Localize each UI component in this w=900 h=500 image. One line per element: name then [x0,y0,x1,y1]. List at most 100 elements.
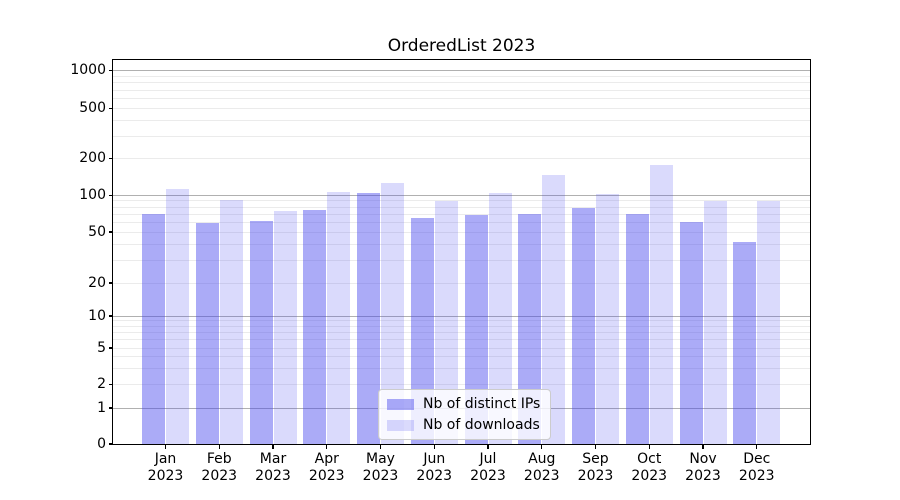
gridline-200 [113,157,810,159]
gridline-700 [113,89,810,91]
legend-swatch-distinct-ips [387,398,414,410]
gridline-300 [113,135,810,137]
gridline-60 [113,221,810,223]
x-tick-mark-jun [433,445,435,449]
bar-aug-downloads [542,175,566,444]
bar-jul-distinct-ips [464,214,488,444]
x-tick-label-jan: Jan 2023 [147,451,184,484]
gridline-70 [113,213,810,215]
gridline-40 [113,243,810,245]
bar-sep-downloads [596,194,619,444]
y-tick-label-2: 2 [97,376,106,392]
gridline-900 [113,75,810,77]
bar-dec-distinct-ips [733,241,757,444]
bar-feb-distinct-ips [195,223,219,444]
x-tick-mark-jan [164,445,167,449]
y-tick-label-50: 50 [88,223,106,240]
gridline-2 [113,384,810,385]
gridline-1000 [113,70,810,72]
legend-swatch-downloads [387,419,414,431]
bar-dec-downloads [757,201,781,444]
bar-jun-distinct-ips [410,218,434,444]
x-tick-label-feb: Feb 2023 [201,451,238,484]
gridline-8 [113,325,810,327]
legend-label-downloads: Nb of downloads [423,417,540,433]
x-tick-mark-apr [326,445,328,449]
x-tick-label-may: May 2023 [362,451,399,484]
y-tick-mark-5 [108,347,113,349]
x-tick-mark-jul [487,445,489,449]
x-tick-mark-sep [594,445,597,449]
y-tick-label-10: 10 [88,307,106,324]
x-tick-mark-aug [541,445,543,449]
bar-apr-distinct-ips [303,209,327,444]
gridline-9 [113,320,810,322]
bar-jan-distinct-ips [142,214,165,444]
x-tick-label-aug: Aug 2023 [523,451,560,484]
y-tick-mark-200 [108,157,113,159]
y-tick-mark-1 [108,407,113,409]
gridline-3 [113,367,810,369]
bar-oct-downloads [649,165,673,444]
gridline-30 [113,259,810,261]
x-tick-mark-may [379,445,382,449]
bar-may-downloads [381,182,404,444]
legend-item-distinct-ips: Nb of distinct IPs [387,396,540,412]
x-tick-label-apr: Apr 2023 [308,451,345,484]
gridline-5 [113,347,810,349]
x-tick-mark-oct [648,445,650,449]
bar-jul-downloads [488,193,512,444]
bar-feb-downloads [219,200,243,444]
gridline-800 [113,82,810,84]
x-tick-label-jun: Jun 2023 [416,451,453,484]
x-tick-mark-feb [218,445,220,449]
y-tick-label-0: 0 [97,435,106,452]
y-tick-label-1: 1 [97,399,106,416]
bar-oct-distinct-ips [625,214,649,444]
y-tick-mark-1000 [108,70,113,72]
gridline-500 [113,107,810,109]
y-tick-mark-20 [108,282,113,284]
y-tick-label-20: 20 [88,274,106,291]
y-tick-mark-500 [108,107,113,109]
gridline-6 [113,339,810,341]
bar-jun-downloads [434,200,458,444]
bar-nov-distinct-ips [679,222,703,444]
bar-aug-distinct-ips [518,214,542,444]
bar-jan-downloads [166,189,189,444]
y-tick-mark-50 [108,231,113,233]
x-tick-mark-dec [756,445,758,449]
legend-label-distinct-ips: Nb of distinct IPs [423,396,541,412]
bar-may-distinct-ips [357,192,380,444]
legend: Nb of distinct IPs Nb of downloads [378,389,552,440]
x-tick-label-sep: Sep 2023 [577,451,614,484]
plot-area: Nb of distinct IPs Nb of downloads [113,60,810,444]
bar-apr-downloads [327,191,351,444]
bar-mar-distinct-ips [249,221,273,444]
gridline-400 [113,119,810,121]
gridline-4 [113,356,810,358]
gridline-10 [113,315,810,317]
x-tick-mark-nov [702,445,704,449]
y-tick-mark-10 [108,315,113,317]
x-tick-label-dec: Dec 2023 [738,451,775,484]
y-tick-mark-0 [108,443,113,445]
x-tick-label-nov: Nov 2023 [685,451,721,484]
chart-title: OrderedList 2023 [387,36,536,56]
y-tick-mark-2 [108,383,113,386]
gridline-50 [113,231,810,233]
gridline-80 [113,206,810,208]
gridline-600 [113,97,810,99]
x-tick-label-oct: Oct 2023 [631,451,668,484]
bar-sep-distinct-ips [572,207,595,444]
y-tick-label-1000: 1000 [70,62,106,79]
y-tick-label-5: 5 [97,339,106,356]
x-tick-mark-mar [272,445,274,449]
legend-item-downloads: Nb of downloads [387,417,540,433]
gridline-100 [113,194,810,196]
x-tick-label-jul: Jul 2023 [470,451,506,484]
bar-mar-downloads [273,211,297,444]
bar-nov-downloads [703,201,727,444]
gridline-20 [113,282,810,284]
